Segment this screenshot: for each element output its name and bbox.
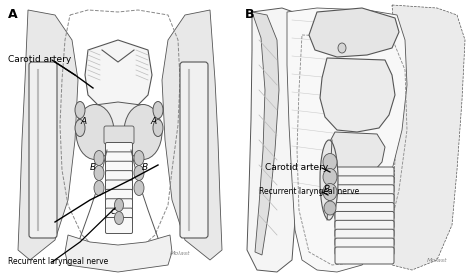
Ellipse shape [75,102,85,118]
Text: A: A [151,118,157,127]
Ellipse shape [324,201,336,215]
Ellipse shape [320,140,338,220]
Ellipse shape [134,181,144,195]
FancyBboxPatch shape [335,229,394,246]
Text: Molast: Molast [427,258,447,263]
Polygon shape [309,8,399,57]
Polygon shape [252,12,279,255]
Ellipse shape [76,104,114,160]
Polygon shape [320,58,395,132]
Polygon shape [162,10,222,260]
Ellipse shape [153,120,163,137]
Text: B: B [324,186,330,195]
FancyBboxPatch shape [106,208,133,224]
Text: Molast: Molast [169,251,190,256]
FancyBboxPatch shape [106,189,133,205]
FancyBboxPatch shape [335,220,394,237]
Ellipse shape [134,151,144,165]
FancyBboxPatch shape [106,161,133,177]
Polygon shape [327,132,385,172]
Polygon shape [247,8,309,272]
Polygon shape [392,5,465,270]
FancyBboxPatch shape [104,126,134,144]
FancyBboxPatch shape [335,176,394,193]
Ellipse shape [338,43,346,53]
FancyBboxPatch shape [335,211,394,228]
FancyBboxPatch shape [106,218,133,234]
FancyBboxPatch shape [29,62,57,238]
Ellipse shape [75,120,85,137]
Ellipse shape [153,102,163,118]
FancyBboxPatch shape [106,199,133,215]
Ellipse shape [124,104,162,160]
Text: Carotid artery: Carotid artery [8,55,71,64]
Polygon shape [18,10,78,260]
FancyBboxPatch shape [335,167,394,184]
Polygon shape [85,40,152,108]
Text: A: A [8,8,18,21]
Ellipse shape [323,169,337,186]
FancyBboxPatch shape [180,62,208,238]
Ellipse shape [115,199,124,211]
Text: Carotid artery: Carotid artery [265,164,328,172]
Text: B: B [142,164,148,172]
FancyBboxPatch shape [335,202,394,220]
Polygon shape [92,102,145,140]
Polygon shape [287,8,407,272]
Text: B: B [90,164,96,172]
FancyBboxPatch shape [335,238,394,255]
Text: Recurrent laryngeal nerve: Recurrent laryngeal nerve [8,258,108,267]
Ellipse shape [115,211,124,225]
FancyBboxPatch shape [106,180,133,196]
Text: B: B [245,8,255,21]
FancyBboxPatch shape [106,152,133,168]
FancyBboxPatch shape [106,171,133,187]
Text: A: A [81,118,87,127]
Text: c: c [111,207,115,216]
Ellipse shape [323,183,337,200]
Ellipse shape [323,153,337,171]
Polygon shape [65,235,172,272]
Ellipse shape [94,165,104,181]
FancyBboxPatch shape [106,143,133,158]
Ellipse shape [94,151,104,165]
FancyBboxPatch shape [335,185,394,202]
FancyBboxPatch shape [335,247,394,264]
Text: Recurrent laryngeal nerve: Recurrent laryngeal nerve [259,188,359,197]
FancyBboxPatch shape [335,194,394,211]
Ellipse shape [94,181,104,195]
Ellipse shape [134,165,144,181]
